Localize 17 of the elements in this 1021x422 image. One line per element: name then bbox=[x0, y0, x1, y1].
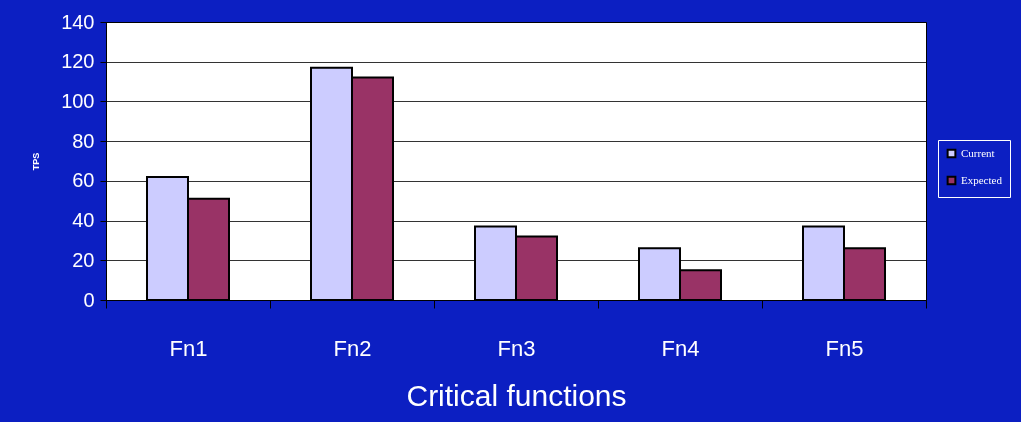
y-tick-label: 60 bbox=[72, 169, 95, 192]
x-tick-label: Fn4 bbox=[661, 335, 700, 361]
legend-label: Current bbox=[961, 146, 995, 159]
y-tick-label: 0 bbox=[83, 288, 95, 311]
x-tick-label: Fn5 bbox=[825, 335, 864, 361]
y-tick-label: 20 bbox=[72, 248, 95, 271]
y-tick-label: 120 bbox=[61, 50, 95, 73]
x-axis-title: Critical functions bbox=[406, 378, 627, 412]
y-tick-label: 40 bbox=[72, 209, 95, 232]
x-tick-label: Fn1 bbox=[169, 335, 208, 361]
x-tick-label: Fn2 bbox=[333, 335, 372, 361]
y-tick-label: 100 bbox=[61, 89, 95, 112]
x-tick-label: Fn3 bbox=[497, 335, 536, 361]
legend-label: Expected bbox=[961, 173, 1003, 186]
y-tick-label: 80 bbox=[72, 129, 95, 152]
y-axis-title: TPS bbox=[31, 152, 42, 171]
y-tick-label: 140 bbox=[61, 10, 95, 33]
